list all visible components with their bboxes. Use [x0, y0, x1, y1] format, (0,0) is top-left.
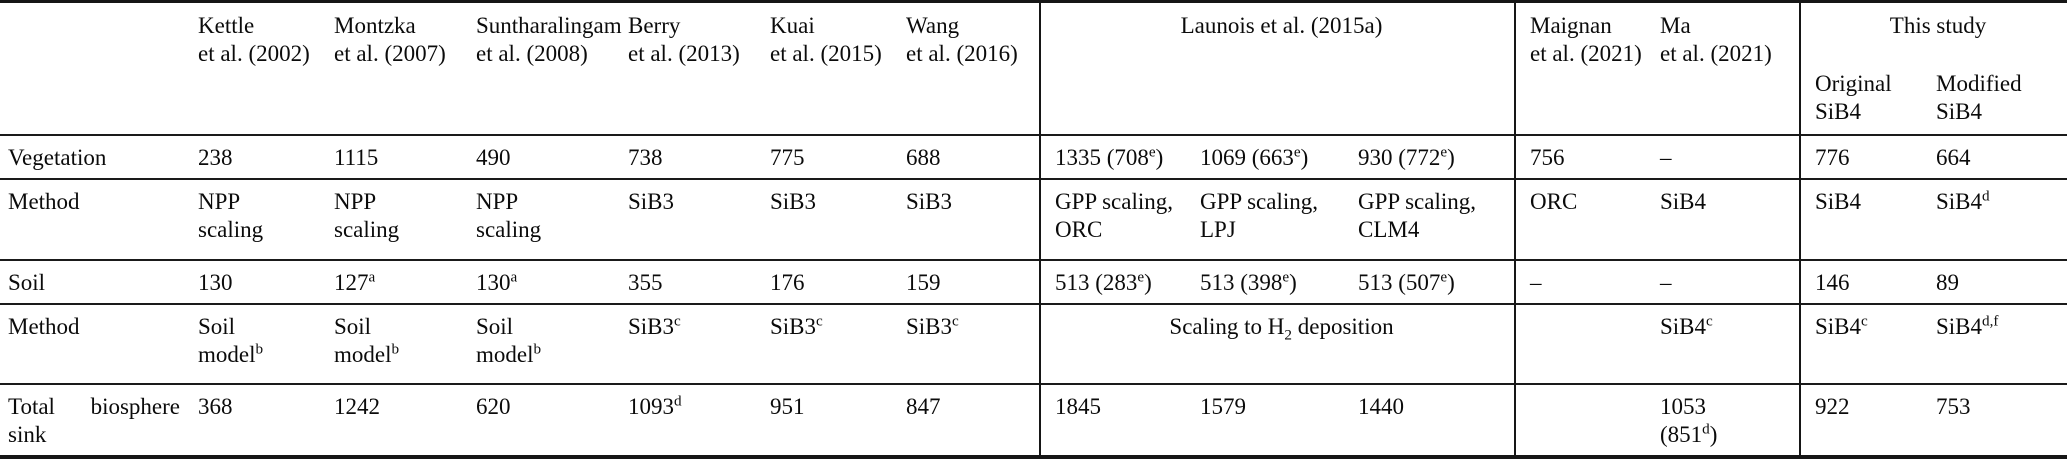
- table-cell: 159: [906, 269, 941, 295]
- table-cell: NPP scaling: [334, 188, 400, 242]
- row-label-column-header: [0, 2, 196, 135]
- table-cell: 1115: [334, 144, 379, 170]
- table-cell: SiB4d: [1936, 186, 1990, 214]
- table-header: Kettle et al. (2002) Montzka et al. (2007)…: [0, 1, 2067, 135]
- table-cell: 1579: [1200, 393, 1246, 419]
- table-cell: SiB3c: [770, 311, 823, 339]
- table-cell: SiB3c: [906, 311, 959, 339]
- header-row-sub: Original SiB4 Modified SiB4: [0, 59, 2067, 135]
- row-label: Method: [8, 313, 80, 339]
- table-cell: 775: [770, 144, 805, 170]
- row-method-soil: Method Soil modelb Soil modelb Soil modelb …: [0, 303, 2067, 384]
- table-cell: GPP scaling, ORC: [1039, 178, 1198, 260]
- table-cell: –: [1514, 259, 1658, 304]
- table-cell: 130a: [476, 267, 518, 295]
- table-cell: SiB3: [906, 188, 953, 214]
- col-header-montzka: Montzka et al. (2007): [334, 13, 446, 66]
- table-cell: NPP scaling: [476, 188, 542, 242]
- table-cell: 513 (398e): [1200, 267, 1297, 295]
- table-cell: 1093d: [628, 391, 682, 419]
- table-cell: 127a: [334, 267, 376, 295]
- table-cell: 951: [770, 393, 805, 419]
- col-header-kuai: Kuai et al. (2015): [770, 13, 882, 66]
- table-cell: –: [1660, 144, 1672, 170]
- table-cell: 753: [1936, 393, 1971, 419]
- col-header-maignan: Maignan et al. (2021): [1514, 1, 1658, 135]
- table-cell: 1440: [1358, 393, 1404, 419]
- col-header-berry: Berry et al. (2013): [628, 13, 740, 66]
- col-header-ma: Ma et al. (2021): [1660, 13, 1772, 66]
- table-cell: 1069 (663e): [1200, 142, 1309, 170]
- table-cell: GPP scaling, CLM4: [1358, 188, 1476, 242]
- table-cell: 1335 (708e): [1039, 134, 1198, 179]
- table-cell: 688: [906, 144, 941, 170]
- col-header-modified-sib4: Modified SiB4: [1936, 70, 2022, 124]
- table-cell: 738: [628, 144, 663, 170]
- table-cell: [1514, 303, 1658, 384]
- table-cell: 620: [476, 393, 511, 419]
- row-vegetation: Vegetation 238 1115 490 738 775 688 1335…: [0, 134, 2067, 179]
- table-cell: SiB4: [1660, 188, 1707, 214]
- table-cell: GPP scaling, LPJ: [1200, 188, 1318, 242]
- table-cell: 756: [1514, 134, 1658, 179]
- row-label: Method: [8, 188, 80, 214]
- table-cell: Soil modelb: [334, 313, 400, 367]
- row-label: Soil: [8, 269, 46, 295]
- table-cell: 146: [1799, 259, 1934, 304]
- table-cell: Soil modelb: [476, 313, 542, 367]
- table-cell: 130: [198, 269, 233, 295]
- table-cell: 368: [198, 393, 233, 419]
- table-cell: 930 (772e): [1358, 142, 1455, 170]
- table-cell-launois-span: Scaling to H2 deposition: [1039, 303, 1515, 384]
- col-header-kettle: Kettle et al. (2002): [198, 13, 310, 66]
- table-cell: 89: [1936, 269, 1959, 295]
- row-total-biosphere-sink: Total biosphere sink 368 1242 620 1093d …: [0, 383, 2067, 457]
- table-cell: –: [1660, 269, 1672, 295]
- table-cell: SiB4d,f: [1936, 311, 1999, 339]
- col-header-launois: Launois et al. (2015a): [1039, 1, 1515, 135]
- table-cell: NPP scaling: [198, 188, 264, 242]
- table-cell: 513 (283e): [1039, 259, 1198, 304]
- table-cell: 847: [906, 393, 941, 419]
- table-cell: ORC: [1514, 178, 1658, 260]
- col-header-this-study: This study: [1798, 1, 2067, 60]
- table-cell: SiB3c: [628, 311, 681, 339]
- row-label: Vegetation: [8, 144, 107, 170]
- table-cell: SiB4: [1799, 178, 1934, 260]
- table-cell: 238: [198, 144, 233, 170]
- table-cell: 922: [1799, 383, 1934, 457]
- table-cell: 490: [476, 144, 511, 170]
- table-cell: 176: [770, 269, 805, 295]
- table-cell: 776: [1799, 134, 1934, 179]
- table-cell: [1514, 383, 1658, 457]
- table-cell: 355: [628, 269, 663, 295]
- table-cell: 664: [1936, 144, 1971, 170]
- row-method-vegetation: Method NPP scaling NPP scaling NPP scaling …: [0, 178, 2067, 260]
- table-cell: 513 (507e): [1358, 267, 1455, 295]
- col-header-suntharalingam: Suntharalingam et al. (2008): [476, 13, 622, 66]
- table-cell: 1845: [1039, 383, 1198, 457]
- table-cell: 1053 (851d): [1660, 393, 1718, 447]
- row-label: Total biosphere sink: [8, 393, 180, 447]
- col-header-wang: Wang et al. (2016): [906, 13, 1018, 66]
- row-soil: Soil 130 127a 130a 355 176 159 513 (283e…: [0, 259, 2067, 304]
- table-body: Vegetation 238 1115 490 738 775 688 1335…: [0, 134, 2067, 457]
- header-row-top: Kettle et al. (2002) Montzka et al. (2007)…: [0, 1, 2067, 135]
- table-cell: SiB3: [770, 188, 817, 214]
- table-cell: Soil modelb: [198, 313, 264, 367]
- table-cell: SiB4c: [1660, 311, 1713, 339]
- col-header-original-sib4: Original SiB4: [1799, 59, 1934, 135]
- table-cell: SiB4c: [1799, 303, 1934, 384]
- table-cell: SiB3: [628, 188, 675, 214]
- table-cell: 1242: [334, 393, 380, 419]
